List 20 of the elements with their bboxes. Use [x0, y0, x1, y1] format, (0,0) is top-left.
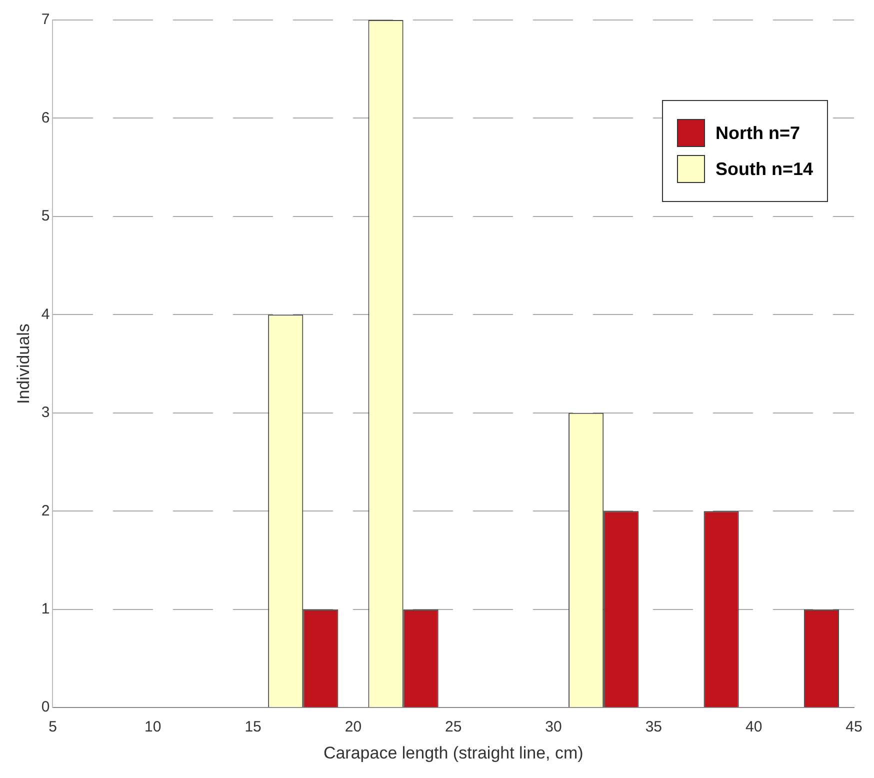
x-tick-label: 10 — [144, 718, 162, 736]
y-tick-label: 1 — [41, 600, 50, 618]
y-axis-title: Individuals — [14, 324, 33, 404]
y-tick-label: 3 — [41, 404, 50, 422]
y-tick-label: 0 — [41, 698, 50, 716]
x-tick-label: 25 — [445, 718, 462, 736]
x-tick-label: 45 — [846, 718, 862, 736]
y-tick-label: 6 — [41, 109, 50, 126]
x-tick-label: 35 — [645, 718, 662, 736]
x-tick-label: 40 — [746, 718, 762, 736]
legend-label: South n=14 — [715, 158, 813, 180]
y-tick-label: 2 — [41, 502, 50, 520]
x-tick-label: 15 — [244, 718, 262, 736]
x-axis-title: Carapace length (straight line, cm) — [323, 743, 584, 762]
y-tick-label: 7 — [41, 11, 50, 28]
y-tick-label: 5 — [41, 208, 50, 225]
y-tick-label: 4 — [41, 306, 50, 323]
legend-label: North n=7 — [715, 122, 800, 144]
x-tick-label: 20 — [344, 718, 362, 736]
x-tick-label: 30 — [545, 718, 562, 736]
